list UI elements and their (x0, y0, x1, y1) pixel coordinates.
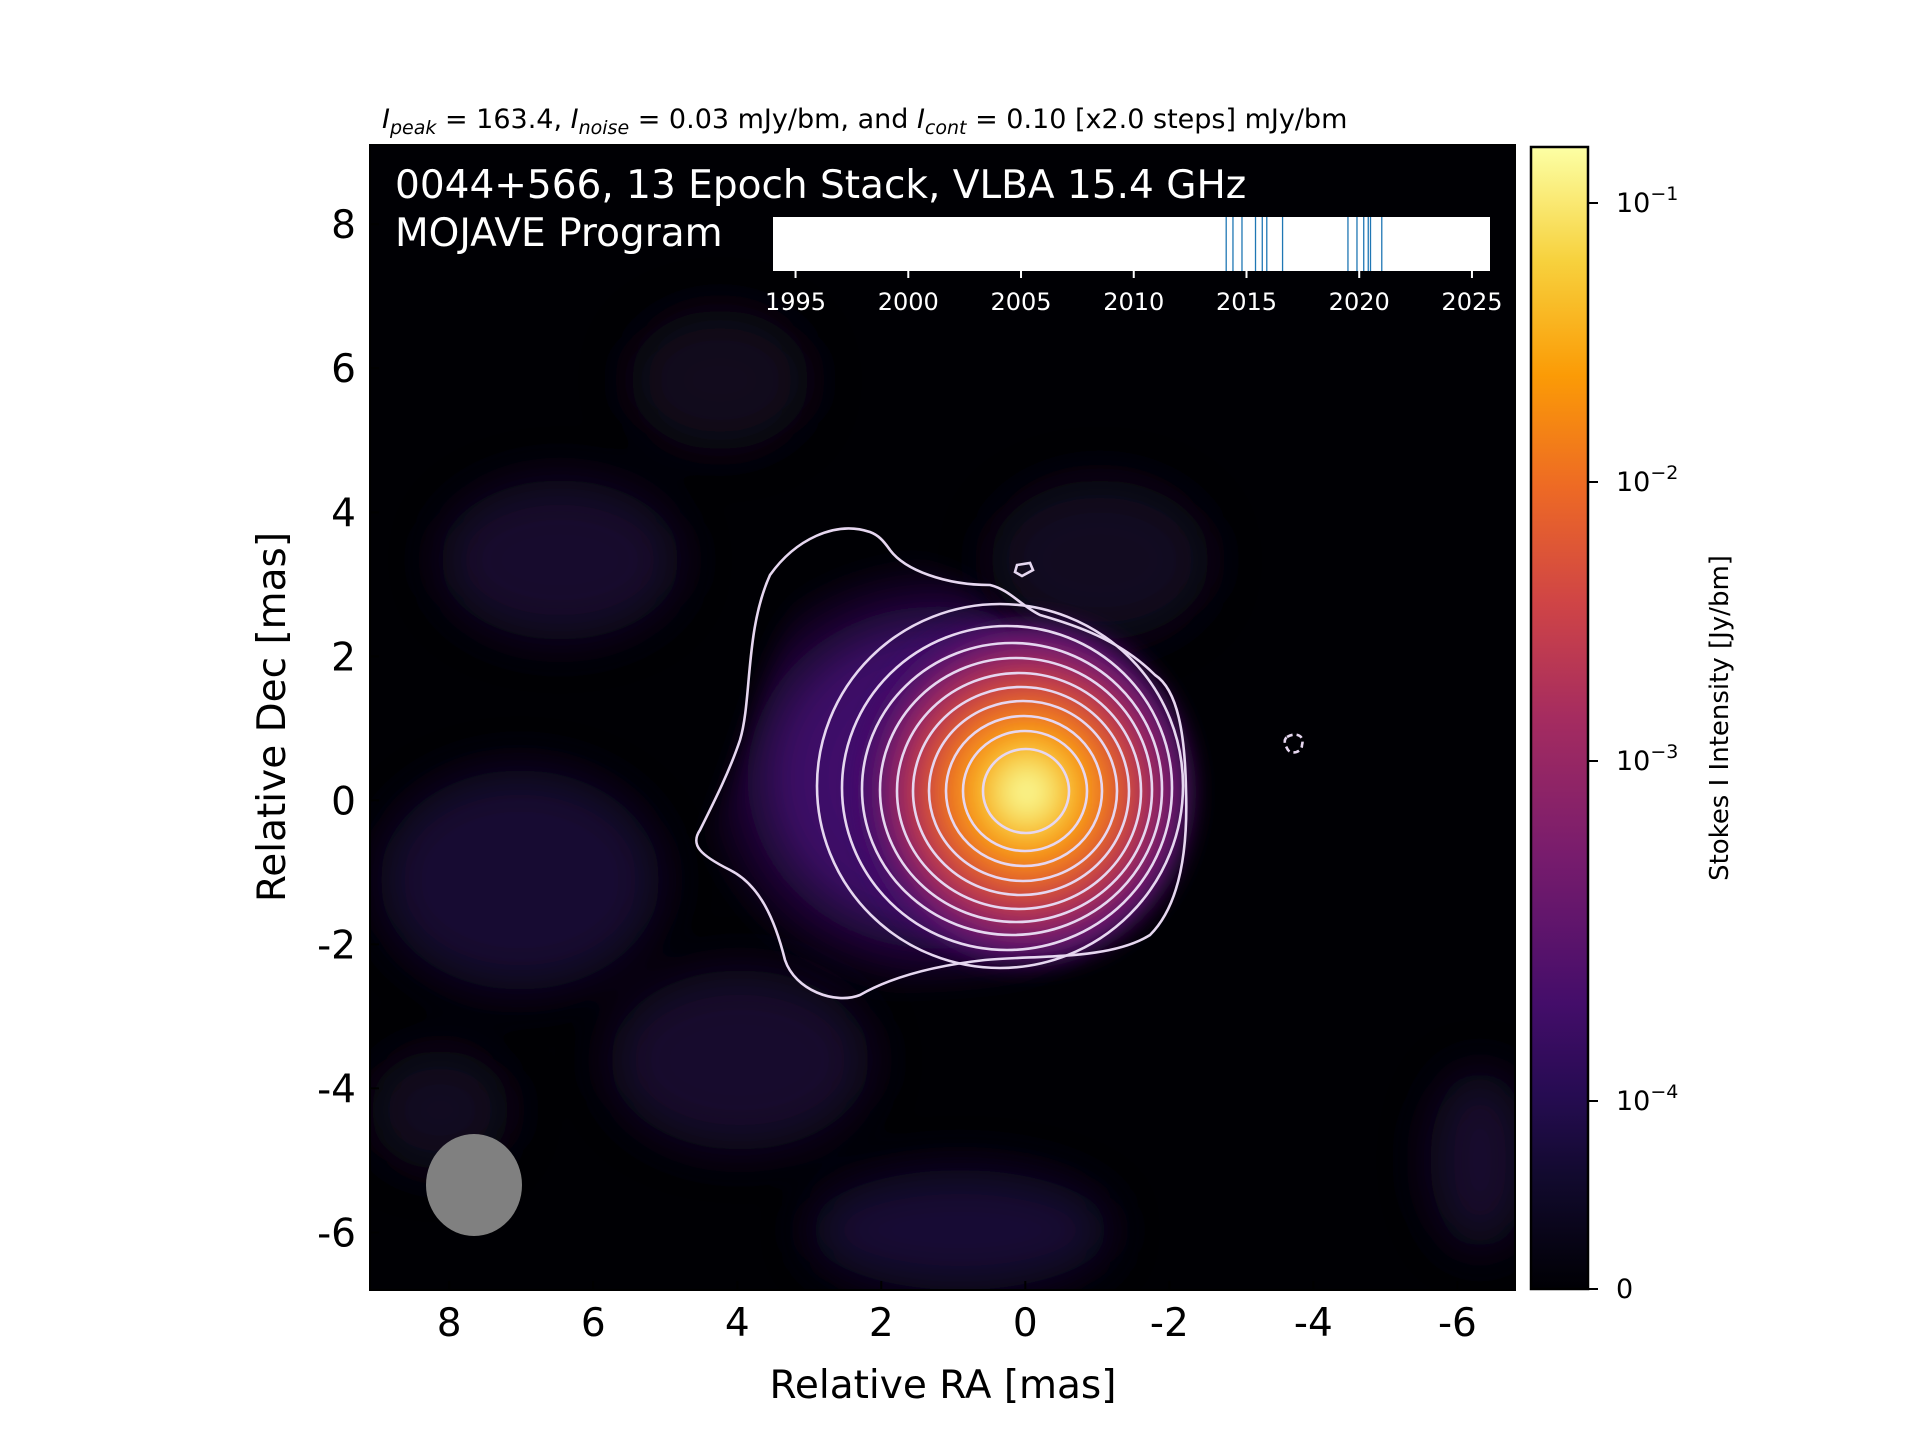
y-tick-label: -6 (317, 1211, 356, 1256)
x-tick-label: 6 (581, 1301, 606, 1346)
contour-level-5 (860, 641, 1164, 937)
x-axis-ticks: 8 6 4 2 0 -2 -4 -6 (437, 1281, 1477, 1346)
epoch-timeline: 1995 2000 2005 2010 2015 2020 2025 (765, 217, 1503, 316)
epoch-lines (1225, 217, 1383, 271)
diffuse-emission (370, 310, 1515, 1290)
x-tick-label: 2 (869, 1301, 894, 1346)
y-tick-label: 8 (331, 203, 356, 248)
x-tick-label: 8 (437, 1301, 462, 1346)
y-tick-label: -2 (317, 923, 356, 968)
timeline-tick-label: 2020 (1329, 288, 1390, 316)
y-axis-label: Relative Dec [mas] (250, 532, 295, 902)
contour-level-4 (840, 624, 1174, 952)
core-emission (862, 620, 1192, 964)
map-title-line1: 0044+566, 13 Epoch Stack, VLBA 15.4 GHz (395, 163, 1246, 208)
contour-level-11 (961, 729, 1089, 853)
contour-outer (695, 527, 1188, 1000)
contour-negative (1283, 733, 1304, 754)
contour-level-10 (944, 714, 1104, 868)
colorbar-tick-label: 10−3 (1616, 741, 1678, 777)
x-tick-label: 4 (725, 1301, 750, 1346)
x-tick-label: -2 (1150, 1301, 1189, 1346)
colorbar-tick-label: 0 (1616, 1274, 1633, 1305)
contour-island (1013, 561, 1035, 578)
y-axis-ticks: 8 6 4 2 0 -2 -4 -6 (317, 203, 379, 1256)
colorbar: 0 10−4 10−3 10−2 10−1 Stokes I Intensity [Jy… (1529, 145, 1735, 1305)
y-tick-label: 4 (331, 491, 356, 536)
contour-level-9 (927, 699, 1119, 883)
colorbar-gradient (1529, 145, 1590, 1291)
x-axis-label: Relative RA [mas] (770, 1363, 1117, 1408)
contour-level-8 (911, 685, 1131, 897)
y-tick-label: 2 (331, 635, 356, 680)
colorbar-tick-label: 10−4 (1616, 1081, 1678, 1117)
timeline-tick-label: 2025 (1441, 288, 1502, 316)
x-tick-label: 0 (1013, 1301, 1038, 1346)
intensity-header: Ipeak = 163.4, Inoise = 0.03 mJy/bm, and… (382, 104, 1347, 139)
timeline-box (773, 217, 1490, 271)
colorbar-tick-label: 10−1 (1616, 183, 1678, 219)
contour-level-12 (981, 747, 1071, 835)
timeline-tick-label: 2000 (878, 288, 939, 316)
colorbar-tick-label: 10−2 (1616, 462, 1678, 498)
x-tick-label: -4 (1294, 1301, 1333, 1346)
timeline-tick-label: 1995 (765, 288, 826, 316)
contour-level-7 (895, 671, 1143, 911)
contour-level-3 (815, 602, 1185, 970)
intensity-map: 0044+566, 13 Epoch Stack, VLBA 15.4 GHz … (317, 144, 1516, 1346)
y-tick-label: 6 (331, 347, 356, 392)
y-tick-label: 0 (331, 779, 356, 824)
colorbar-ticks: 0 10−4 10−3 10−2 10−1 (1588, 183, 1678, 1305)
timeline-tick-label: 2010 (1103, 288, 1164, 316)
colorbar-label: Stokes I Intensity [Jy/bm] (1705, 555, 1735, 881)
timeline-tick-label: 2015 (1216, 288, 1277, 316)
x-tick-label: -6 (1438, 1301, 1477, 1346)
timeline-tick-label: 2005 (990, 288, 1051, 316)
contour-level-6 (878, 656, 1154, 924)
contours (695, 527, 1304, 1000)
map-frame (369, 144, 1516, 1291)
beam-ellipse (426, 1134, 522, 1236)
map-title-line2: MOJAVE Program (395, 211, 723, 256)
timeline-ticks: 1995 2000 2005 2010 2015 2020 2025 (765, 271, 1503, 316)
y-tick-label: -4 (317, 1067, 356, 1112)
